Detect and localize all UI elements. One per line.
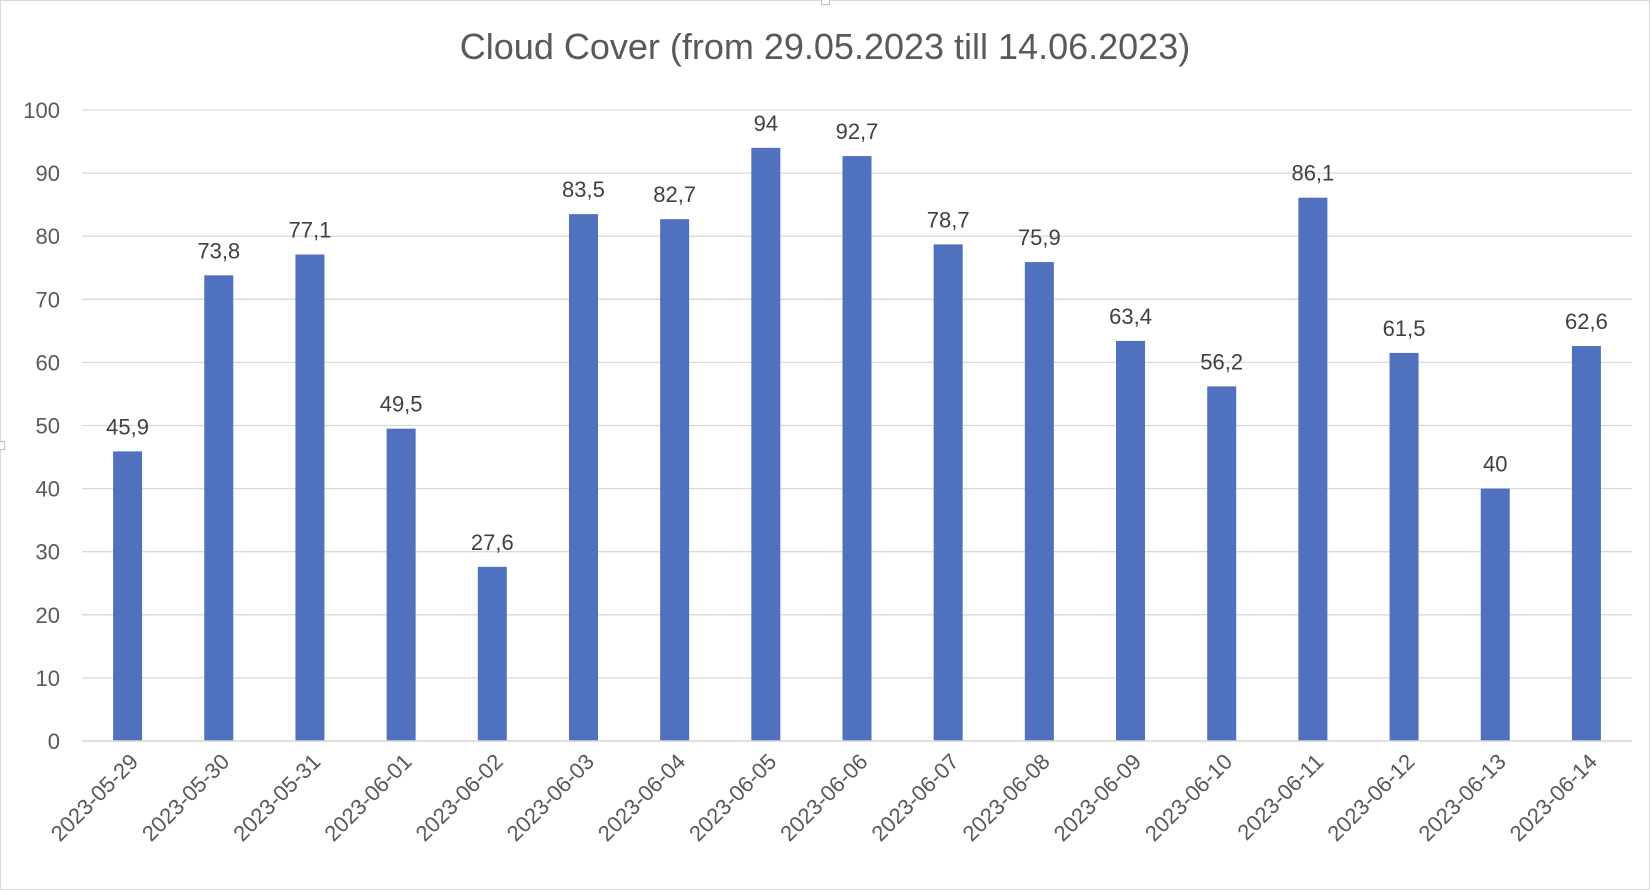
y-tick-label: 50 [36,414,60,439]
y-tick-label: 30 [36,540,60,565]
y-tick-label: 10 [36,666,60,691]
bar [204,275,234,741]
bar [1389,352,1419,741]
data-label: 40 [1483,452,1507,477]
data-label: 63,4 [1109,304,1152,329]
x-tick-label: 2023-06-11 [1232,749,1328,845]
y-tick-label: 0 [48,729,60,754]
data-label: 27,6 [471,530,514,555]
bar [660,219,690,742]
data-label: 49,5 [380,392,423,417]
x-tick-label: 2023-06-08 [958,749,1055,846]
x-tick-label: 2023-06-14 [1505,749,1602,846]
x-tick-label: 2023-06-13 [1414,749,1511,846]
x-tick-label: 2023-06-01 [319,749,416,846]
y-tick-label: 40 [36,477,60,502]
x-tick-label: 2023-06-03 [502,749,599,846]
data-label: 62,6 [1565,309,1608,334]
data-label: 73,8 [197,238,240,263]
bar [295,254,325,741]
data-label: 78,7 [927,207,970,232]
x-tick-label: 2023-06-07 [866,749,963,846]
bar [842,156,872,742]
bar [1298,197,1328,742]
data-label: 94 [754,111,778,136]
bar [751,147,781,742]
x-tick-label: 2023-05-30 [137,749,234,846]
resize-handle-top[interactable] [821,0,830,5]
x-tick-label: 2023-06-04 [593,749,690,846]
x-tick-label: 2023-06-09 [1049,749,1146,846]
bar [1207,386,1237,741]
bar [386,428,416,741]
bar [1116,340,1146,741]
x-tick-label: 2023-06-10 [1140,749,1237,846]
bar [1024,262,1054,741]
bar [933,244,963,741]
x-tick-label: 2023-06-06 [775,749,872,846]
x-tick-label: 2023-06-12 [1322,749,1419,846]
data-label: 83,5 [562,177,605,202]
x-tick-label: 2023-06-02 [411,749,508,846]
y-tick-label: 20 [36,603,60,628]
bar [113,451,143,741]
bar [568,214,598,742]
x-tick-label: 2023-05-31 [228,749,325,846]
data-label: 61,5 [1383,316,1426,341]
data-label: 45,9 [106,414,149,439]
y-tick-label: 60 [36,350,60,375]
x-tick-label: 2023-06-05 [684,749,781,846]
y-tick-label: 70 [36,287,60,312]
data-label: 75,9 [1018,225,1061,250]
bar [477,566,507,741]
data-label: 92,7 [836,119,879,144]
data-label: 82,7 [653,182,696,207]
chart-title: Cloud Cover (from 29.05.2023 till 14.06.… [459,26,1191,67]
y-tick-label: 90 [36,161,60,186]
bar [1480,488,1510,741]
data-label: 86,1 [1291,161,1334,186]
resize-handle-left[interactable] [0,441,5,450]
y-tick-label: 100 [23,98,60,123]
data-label: 56,2 [1200,349,1243,374]
x-tick-label: 2023-05-29 [46,749,143,846]
y-tick-label: 80 [36,224,60,249]
bar [1571,345,1601,741]
data-label: 77,1 [289,217,332,242]
